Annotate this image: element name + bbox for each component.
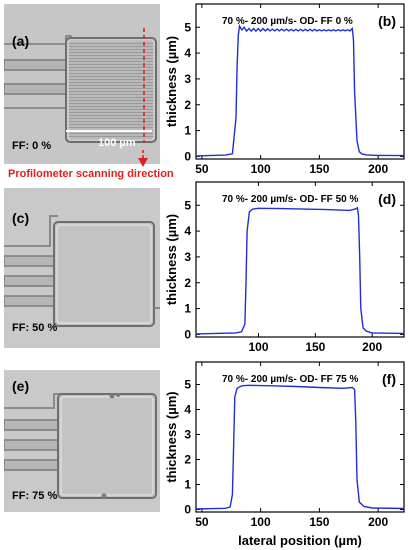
plot-f-title: 70 %- 200 µm/s- OD- FF 75 % bbox=[222, 374, 358, 385]
plot-d-xtick-label-0: 100 bbox=[248, 340, 268, 354]
plot-b-xtick-label-2: 150 bbox=[309, 162, 329, 176]
plot-f-ylabel: thickness (µm) bbox=[164, 391, 179, 482]
plot-b-ytick-label-2: 2 bbox=[184, 98, 191, 112]
plot-f-xtick-label-3: 200 bbox=[368, 515, 388, 529]
plot-f-ytick-label-2: 2 bbox=[184, 453, 191, 467]
scale-bar-text: 100 µm bbox=[98, 137, 136, 149]
micrograph-c-image bbox=[4, 188, 160, 348]
plot-f-trace bbox=[195, 384, 405, 510]
plot-f-ytick-label-0: 0 bbox=[184, 503, 191, 517]
plot-f-frame bbox=[195, 361, 405, 513]
plot-b-ylabel: thickness (µm) bbox=[164, 36, 179, 127]
plot-f-ytick-label-4: 4 bbox=[184, 403, 191, 417]
panel-label-a: (a) bbox=[12, 33, 30, 49]
plot-d-frame bbox=[195, 181, 405, 338]
plot-b-frame bbox=[195, 3, 405, 160]
plot-d-ytick-label-5: 5 bbox=[184, 198, 191, 212]
ff-label-c: FF: 50 % bbox=[12, 322, 58, 334]
panel-label-c: (c) bbox=[12, 210, 30, 226]
plot-f-ytick-label-3: 3 bbox=[184, 428, 191, 442]
plot-f-panel-label: (f) bbox=[382, 371, 396, 387]
scan-arrow-icon bbox=[138, 150, 148, 167]
panel-label-e: (e) bbox=[12, 378, 30, 394]
plot-b-ytick-label-1: 1 bbox=[184, 124, 191, 138]
plot-d-ytick-label-4: 4 bbox=[184, 224, 191, 238]
micrograph-e: (e) FF: 75 % bbox=[4, 370, 160, 512]
ff-label-a: FF: 0 % bbox=[12, 140, 52, 152]
plot-b-xtick-label-1: 100 bbox=[251, 162, 271, 176]
scan-direction-label: Profilometer scanning direction bbox=[8, 168, 174, 180]
micrograph-e-image bbox=[4, 370, 160, 512]
plot-b-ytick-label-3: 3 bbox=[184, 72, 191, 86]
plot-f-xtick-label-1: 100 bbox=[251, 515, 271, 529]
plot-d-ytick-label-2: 2 bbox=[184, 276, 191, 290]
plot-b-ytick-label-0: 0 bbox=[184, 149, 191, 163]
plot-f-ytick-label-1: 1 bbox=[184, 478, 191, 492]
micrograph-a: (a) FF: 0 % 100 µm bbox=[4, 4, 160, 164]
plot-b-trace bbox=[195, 23, 405, 157]
plot-d-ytick-label-3: 3 bbox=[184, 250, 191, 264]
plot-b-xtick-label-3: 200 bbox=[368, 162, 388, 176]
plot-f-xlabel: lateral position (µm) bbox=[238, 533, 362, 548]
plot-f-ytick-label-5: 5 bbox=[184, 378, 191, 392]
plot-f-xtick-label-0: 50 bbox=[195, 515, 209, 529]
plot-b-title: 70 %- 200 µm/s- OD- FF 0 % bbox=[222, 16, 353, 27]
plot-b-ytick-label-5: 5 bbox=[184, 20, 191, 34]
plot-b-panel-label: (b) bbox=[378, 13, 396, 29]
plot-d-xtick-label-2: 200 bbox=[362, 340, 382, 354]
micrograph-a-image bbox=[4, 4, 160, 164]
plot-d-trace bbox=[195, 206, 405, 335]
micrograph-c: (c) FF: 50 % bbox=[4, 188, 160, 348]
ff-label-e: FF: 75 % bbox=[12, 490, 58, 502]
plot-d-ytick-label-0: 0 bbox=[184, 327, 191, 341]
plot-b-ytick-label-4: 4 bbox=[184, 46, 191, 60]
plot-d-xtick-label-1: 150 bbox=[305, 340, 325, 354]
plot-d-panel-label: (d) bbox=[378, 191, 396, 207]
plot-b-xtick-label-0: 50 bbox=[195, 162, 209, 176]
plot-d-ytick-label-1: 1 bbox=[184, 302, 191, 316]
plot-f-xtick-label-2: 150 bbox=[309, 515, 329, 529]
plot-d-ylabel: thickness (µm) bbox=[164, 214, 179, 305]
plot-d-title: 70 %- 200 µm/s- OD- FF 50 % bbox=[222, 194, 358, 205]
